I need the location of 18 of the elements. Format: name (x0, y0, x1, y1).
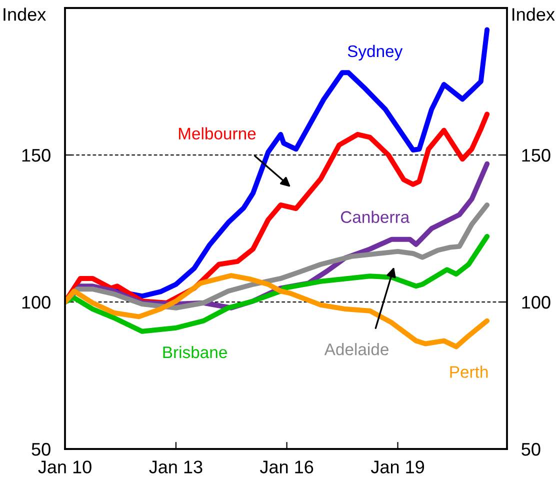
y-tick-label: 150 (22, 148, 50, 162)
y2-tick-label: 150 (522, 148, 550, 162)
series-label: Sydney (348, 44, 403, 60)
y-axis-title: Index (4, 8, 46, 21)
x-tick-label: Jan 10 (38, 460, 92, 474)
y2-tick-label: 100 (522, 296, 550, 309)
series-label: Brisbane (163, 346, 227, 358)
text: Melbourne (178, 127, 256, 140)
y-tick-label: 100 (22, 296, 50, 309)
x-tick-label: Jan 19 (370, 460, 424, 474)
text: Adelaide (324, 343, 388, 356)
x-tick-label: Jan 13 (149, 460, 202, 474)
series-label: Canberra (340, 210, 410, 223)
x-tick-label: Jan 16 (260, 460, 314, 474)
y-tick-label: 50 (32, 442, 50, 456)
y2-tick-label: 50 (522, 442, 540, 456)
series-label: Perth (450, 366, 488, 378)
y2-axis-title: Index (512, 8, 555, 21)
